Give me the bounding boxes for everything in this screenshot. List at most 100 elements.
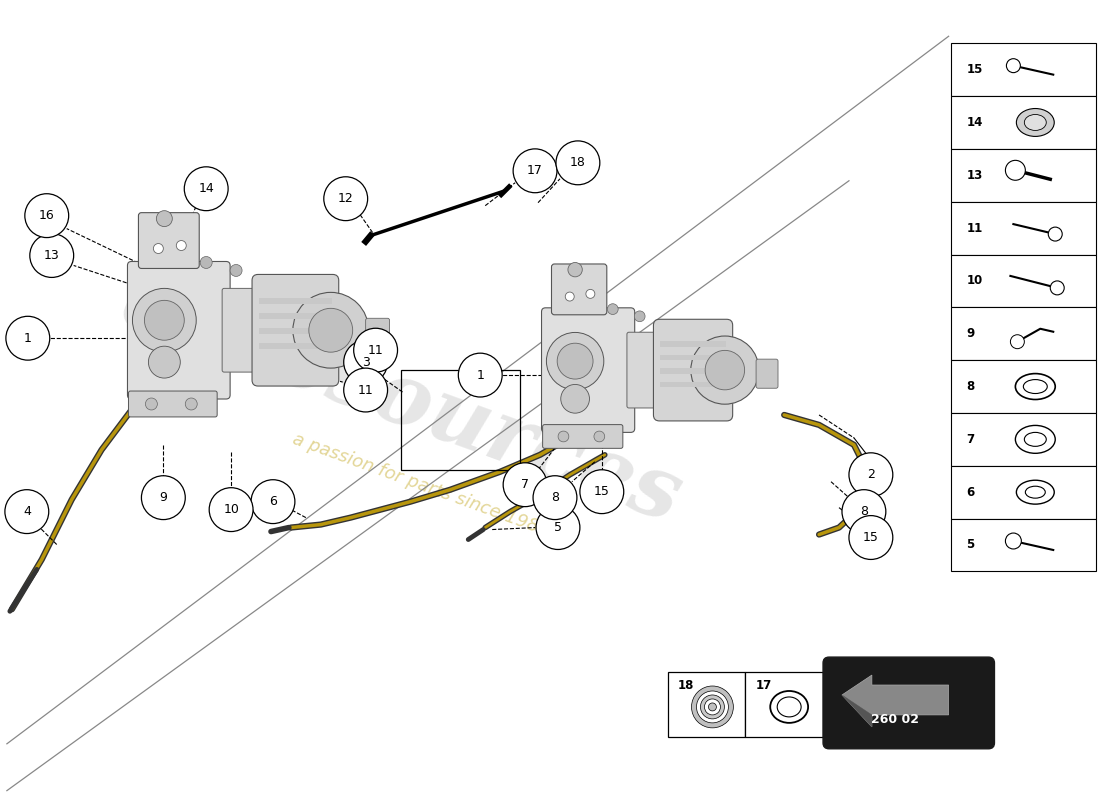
Bar (400, 370, 520, 470)
Circle shape (849, 515, 893, 559)
Circle shape (185, 167, 228, 210)
Circle shape (4, 490, 48, 534)
Text: 6: 6 (967, 486, 975, 498)
Text: 4: 4 (23, 505, 31, 518)
Circle shape (849, 453, 893, 497)
FancyBboxPatch shape (541, 308, 635, 432)
Ellipse shape (770, 691, 808, 723)
Ellipse shape (1024, 432, 1046, 446)
Circle shape (209, 488, 253, 531)
Circle shape (251, 480, 295, 523)
FancyBboxPatch shape (542, 425, 623, 448)
Circle shape (132, 288, 196, 352)
Circle shape (459, 353, 503, 397)
Circle shape (185, 398, 197, 410)
Circle shape (594, 431, 605, 442)
Bar (950, 149, 1096, 202)
Text: a passion for parts since 1985: a passion for parts since 1985 (289, 430, 551, 540)
Circle shape (692, 686, 734, 728)
Bar (950, 518, 1096, 571)
Circle shape (1005, 160, 1025, 180)
Text: 5: 5 (554, 521, 562, 534)
Text: 15: 15 (862, 531, 879, 544)
Circle shape (309, 308, 353, 352)
Circle shape (6, 316, 50, 360)
Text: 10: 10 (967, 274, 982, 287)
Circle shape (696, 691, 728, 723)
Circle shape (1011, 334, 1024, 349)
Bar (950, 254, 1096, 307)
Circle shape (842, 490, 886, 534)
Text: 260 02: 260 02 (871, 714, 918, 726)
Text: 8: 8 (860, 505, 868, 518)
FancyBboxPatch shape (252, 274, 339, 386)
Text: 6: 6 (270, 495, 277, 508)
Circle shape (580, 470, 624, 514)
Circle shape (148, 346, 180, 378)
Circle shape (635, 311, 645, 322)
Circle shape (354, 328, 397, 372)
Text: 13: 13 (44, 249, 59, 262)
Circle shape (1006, 58, 1021, 73)
Text: 9: 9 (967, 327, 975, 340)
Bar (258, 314, 332, 319)
Bar (660, 382, 726, 387)
Text: 17: 17 (756, 678, 771, 691)
Text: 9: 9 (160, 491, 167, 504)
FancyBboxPatch shape (653, 319, 733, 421)
Text: 2: 2 (867, 468, 875, 482)
Circle shape (558, 343, 593, 379)
FancyBboxPatch shape (139, 213, 199, 269)
Circle shape (534, 476, 576, 519)
Circle shape (142, 476, 185, 519)
Text: 16: 16 (39, 209, 55, 222)
Ellipse shape (1016, 109, 1054, 137)
Bar (950, 466, 1096, 518)
Circle shape (691, 336, 759, 404)
Circle shape (558, 431, 569, 442)
Text: 14: 14 (967, 116, 983, 129)
Ellipse shape (1015, 426, 1055, 454)
Circle shape (536, 506, 580, 550)
Circle shape (25, 194, 68, 238)
Circle shape (547, 333, 604, 390)
FancyBboxPatch shape (365, 318, 389, 350)
Circle shape (1050, 281, 1064, 295)
Circle shape (704, 699, 720, 715)
Ellipse shape (1023, 379, 1047, 394)
Ellipse shape (778, 697, 801, 717)
Polygon shape (842, 675, 948, 727)
Text: 11: 11 (367, 344, 384, 357)
Text: 13: 13 (967, 169, 982, 182)
Text: 17: 17 (527, 164, 543, 178)
Text: 1: 1 (24, 332, 32, 345)
Ellipse shape (1016, 480, 1054, 504)
Text: 15: 15 (967, 63, 983, 76)
Circle shape (1048, 227, 1063, 241)
Bar (668, 672, 746, 737)
Bar (258, 328, 332, 334)
Circle shape (513, 149, 557, 193)
Text: 10: 10 (223, 503, 239, 516)
Circle shape (1005, 533, 1022, 549)
Circle shape (586, 290, 595, 298)
Circle shape (568, 262, 582, 277)
Text: 7: 7 (521, 478, 529, 491)
FancyBboxPatch shape (222, 288, 261, 372)
Text: 11: 11 (358, 383, 374, 397)
Circle shape (230, 265, 242, 277)
Text: 1: 1 (476, 369, 484, 382)
Text: 11: 11 (967, 222, 982, 234)
Ellipse shape (1015, 374, 1055, 399)
Circle shape (176, 241, 186, 250)
Text: eurosources: eurosources (109, 260, 692, 540)
Circle shape (293, 292, 368, 368)
Bar (950, 202, 1096, 254)
Circle shape (343, 368, 387, 412)
Text: 8: 8 (967, 380, 975, 393)
Text: 8: 8 (551, 491, 559, 504)
FancyBboxPatch shape (823, 657, 994, 749)
FancyBboxPatch shape (627, 332, 662, 408)
Circle shape (701, 695, 725, 719)
Text: 14: 14 (198, 182, 214, 195)
